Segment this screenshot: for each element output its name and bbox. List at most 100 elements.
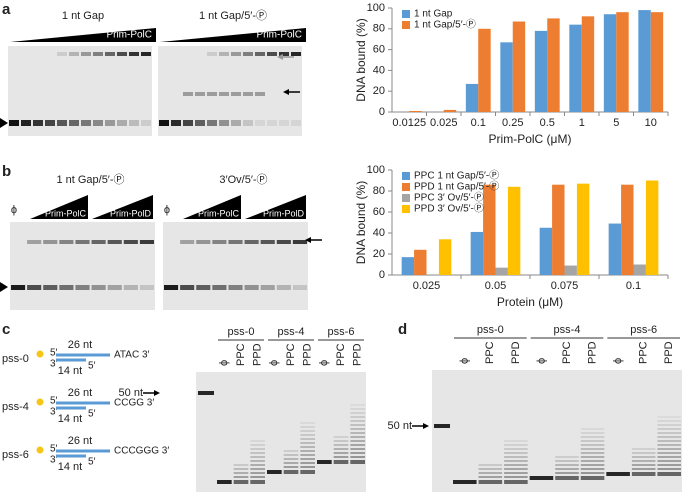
gel-band: [657, 452, 681, 454]
gel-band: [555, 468, 579, 470]
x-tick-label: 0.0125: [392, 117, 426, 129]
gel-band: [350, 440, 365, 442]
lane-label: ϕ: [11, 204, 17, 216]
gel-band: [529, 476, 554, 480]
bar: [547, 18, 560, 112]
gel-band: [350, 428, 365, 430]
gel-band: [195, 92, 205, 96]
gel: [8, 46, 152, 136]
gel-band: [300, 438, 315, 440]
substrate-marker: [0, 282, 8, 292]
gel-band: [657, 436, 681, 438]
gel-band: [75, 285, 90, 290]
gel-band: [350, 448, 365, 450]
gel-band: [233, 464, 249, 466]
gel-band: [350, 416, 365, 418]
gel-band: [657, 440, 681, 442]
arrow-head: [305, 237, 311, 243]
gel-band: [250, 476, 265, 478]
marker-label: 50 nt: [119, 387, 143, 399]
gel-band: [657, 428, 681, 430]
gel-band: [333, 456, 349, 458]
gel-band: [233, 476, 249, 478]
bar: [507, 186, 521, 275]
strand-length: 26 nt: [68, 387, 92, 399]
x-axis-title: Protein (μM): [497, 295, 563, 309]
gel-band: [504, 480, 528, 484]
strand-end: 3′: [50, 407, 58, 418]
gel-band: [75, 240, 90, 244]
gel-band: [300, 462, 315, 464]
legend-label: 1 nt Gap/5′-Ⓟ: [414, 19, 476, 31]
gel-band: [11, 285, 26, 290]
group-label: pss-6: [328, 326, 355, 338]
gel-band: [123, 240, 138, 244]
gel-band: [250, 472, 265, 474]
gel-band: [183, 92, 193, 96]
y-tick-label: 20: [373, 248, 385, 260]
arrow-head: [423, 423, 429, 429]
gel-band: [139, 240, 154, 244]
group-label: pss-0: [477, 324, 504, 336]
bar: [603, 14, 617, 113]
gel-band: [333, 440, 349, 442]
gel-band: [233, 480, 249, 484]
legend-swatch: [402, 183, 410, 191]
gel-band: [657, 456, 681, 458]
gel-band: [580, 444, 605, 446]
gel-band: [207, 92, 217, 96]
gel-band: [504, 460, 528, 462]
strand-length: 14 nt: [58, 413, 82, 425]
panel-label: d: [398, 321, 407, 338]
gel-band: [333, 448, 349, 450]
gel-band: [33, 120, 43, 126]
x-tick-label: 1: [579, 117, 585, 129]
gel-band: [196, 285, 211, 290]
gel-band: [228, 240, 243, 244]
titration-ramp: [183, 195, 241, 219]
gel-band: [555, 476, 579, 480]
gel-band: [580, 448, 605, 450]
gel-band: [117, 120, 127, 126]
x-tick-label: 0.05: [485, 280, 506, 292]
gel-band: [350, 456, 365, 458]
titration-ramp: [92, 195, 153, 219]
bar: [621, 184, 634, 275]
gel-band: [123, 285, 138, 290]
phosphate: [36, 446, 44, 454]
lane-label: ϕ: [459, 358, 471, 364]
gel-band: [171, 120, 181, 126]
gel-band: [267, 52, 277, 56]
group-label: pss-0: [228, 326, 255, 338]
gel-band: [504, 476, 528, 478]
group-label: pss-4: [278, 326, 305, 338]
strand-end: 3′: [50, 455, 58, 466]
y-tick-label: 100: [367, 164, 385, 176]
gel-band: [657, 424, 681, 426]
gel-title: 1 nt Gap: [62, 10, 104, 22]
gel-band: [196, 240, 211, 244]
gel-band: [267, 470, 282, 474]
lane-label: ϕ: [535, 358, 547, 364]
ramp-label: Prim-PolD: [110, 208, 152, 218]
gel-band: [631, 460, 656, 462]
gel-band: [243, 120, 253, 126]
gel-band: [81, 52, 91, 56]
bar: [470, 231, 484, 275]
gel-band: [580, 472, 605, 474]
lane-label: PPD: [586, 341, 598, 364]
gel-band: [233, 472, 249, 474]
bar: [401, 257, 415, 275]
bar: [414, 249, 427, 275]
substrate-name: pss-6: [2, 449, 29, 461]
gel-band: [478, 476, 503, 478]
y-tick-label: 100: [367, 2, 385, 14]
gel-band: [164, 285, 179, 290]
legend-swatch: [402, 10, 410, 18]
lane-label: PPC: [638, 341, 650, 364]
gel-band: [350, 420, 365, 422]
gel-band: [657, 468, 681, 470]
gel-band: [606, 472, 630, 476]
gel-band: [504, 456, 528, 458]
gel-band: [231, 120, 241, 126]
